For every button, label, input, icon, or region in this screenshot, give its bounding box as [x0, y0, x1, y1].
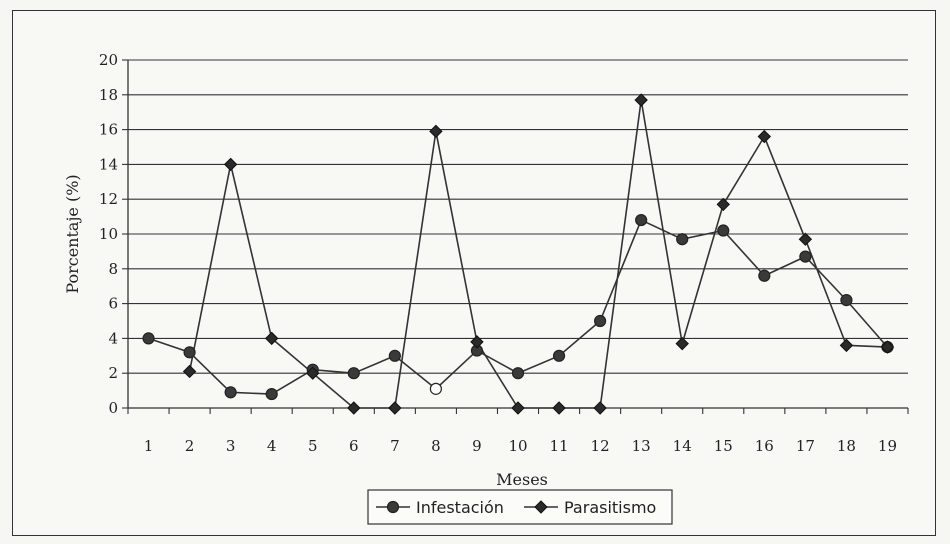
infestacion-point: [429, 382, 442, 395]
parasitismo-point: [593, 401, 607, 415]
chart-frame: [12, 10, 936, 536]
y-tick-label: 16: [99, 121, 118, 139]
y-tick-label: 18: [99, 86, 118, 104]
x-tick-label: 18: [837, 437, 856, 455]
legend-label: Parasitismo: [564, 498, 656, 517]
infestacion-point: [635, 213, 648, 227]
infestacion-point: [552, 349, 566, 362]
parasitismo-point: [880, 340, 895, 354]
y-tick-label: 14: [99, 155, 118, 173]
parasitismo-point: [634, 93, 648, 107]
x-tick-label: 6: [349, 437, 359, 455]
parasitismo-point: [552, 401, 566, 415]
y-tick-label: 20: [99, 51, 118, 69]
parasitismo-point: [388, 401, 402, 415]
infestacion-point: [594, 314, 607, 328]
legend-marker-diamond: [534, 500, 548, 514]
infestacion-point: [224, 386, 237, 399]
x-tick-label: 19: [878, 437, 897, 455]
y-tick-label: 6: [108, 295, 118, 313]
infestacion-point: [799, 250, 812, 263]
infestacion-point: [347, 367, 360, 380]
parasitismo-point: [839, 338, 854, 353]
infestacion-point: [676, 233, 689, 246]
parasitismo-point: [306, 366, 320, 380]
legend-marker-circle: [386, 500, 400, 514]
parasitismo-point: [347, 401, 361, 415]
grid-lines: [122, 59, 908, 409]
y-tick-labels: 0 2 4 6 8 10 12 14 16 18 20: [99, 51, 118, 417]
infestacion-point: [717, 224, 730, 237]
parasitismo-point: [757, 129, 772, 144]
legend-label: Infestación: [416, 498, 504, 517]
y-axis-title: Porcentaje (%): [63, 174, 82, 293]
legend-box: [367, 489, 673, 525]
parasitismo-point: [716, 197, 730, 212]
x-tick-label: 7: [390, 437, 400, 455]
x-tick-label: 16: [755, 437, 774, 455]
x-tick-label: 9: [472, 437, 482, 455]
infestacion-point: [183, 346, 196, 359]
x-tick-labels: 1 2 3 4 5 6 7 8 9 10 11 12 13 14 15 16 17 18 19: [127, 408, 909, 455]
x-tick-label: 3: [226, 437, 236, 455]
series-group: [142, 93, 895, 415]
parasitismo-point: [470, 335, 484, 349]
y-tick-label: 2: [108, 364, 118, 382]
infestacion-point: [511, 367, 525, 380]
x-tick-label: 13: [632, 437, 651, 455]
infestacion-point: [758, 269, 771, 282]
x-tick-label: 12: [591, 437, 610, 455]
x-tick-label: 2: [185, 437, 195, 455]
parasitismo-point: [429, 124, 443, 139]
x-tick-label: 15: [714, 437, 733, 455]
x-tick-label: 11: [550, 437, 569, 455]
parasitismo-point: [798, 232, 813, 246]
parasitismo-point: [223, 157, 238, 172]
infestacion-point: [840, 294, 853, 307]
x-tick-label: 5: [308, 437, 318, 455]
parasitismo-point: [675, 336, 689, 351]
x-tick-label: 10: [508, 437, 527, 455]
x-tick-label: 1: [144, 437, 154, 455]
x-axis-title: Meses: [496, 470, 548, 489]
infestacion-point: [388, 349, 401, 362]
parasitismo-point: [182, 364, 197, 379]
infestacion-point: [142, 332, 155, 345]
y-tick-label: 12: [99, 190, 118, 208]
y-tick-label: 4: [108, 329, 118, 347]
y-tick-label: 8: [108, 260, 118, 278]
y-tick-label: 10: [99, 225, 118, 243]
x-tick-label: 4: [267, 437, 277, 455]
series-line-parasitismo: [188, 99, 888, 409]
parasitismo-point: [511, 401, 525, 415]
legend: Infestación Parasitismo: [367, 489, 673, 525]
infestacion-point: [265, 387, 278, 401]
x-tick-label: 17: [796, 437, 815, 455]
parasitismo-point: [264, 331, 279, 346]
y-tick-label: 0: [108, 399, 118, 417]
x-tick-label: 8: [431, 437, 441, 455]
x-tick-label: 14: [673, 437, 692, 455]
